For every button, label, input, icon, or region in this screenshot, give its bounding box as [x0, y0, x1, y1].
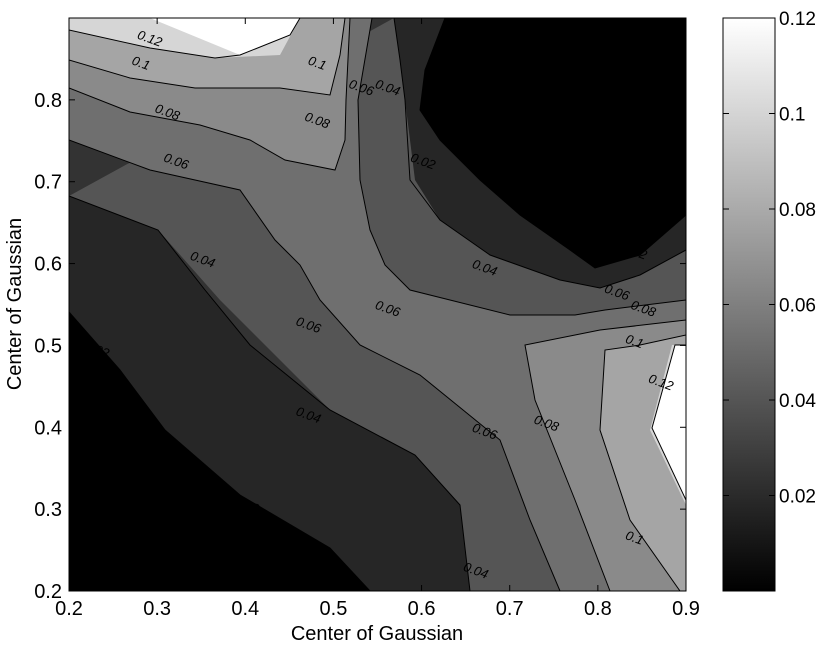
y-axis-label: Center of Gaussian: [4, 218, 26, 390]
contour-line-0.1-left: [69, 18, 346, 96]
contour-label: 0.1: [306, 53, 328, 73]
x-tick-label: 0.9: [672, 598, 700, 620]
colorbar-tick-label: 0.12: [779, 9, 816, 30]
x-axis-label: Center of Gaussian: [291, 623, 463, 645]
x-tick-label: 0.5: [320, 598, 348, 620]
contour-line-0.02-tr: [419, 18, 686, 269]
contour-line-0.1-right: [599, 334, 686, 591]
y-axis-ticks: 0.2 0.3 0.4 0.5 0.6 0.7 0.8: [34, 90, 686, 603]
y-tick-label: 0.6: [34, 254, 62, 276]
x-tick-label: 0.6: [408, 598, 436, 620]
contour-lines: [69, 18, 686, 591]
contour-plot-area: 0.120.1 0.10.08 0.080.060.060.040.020.04 0.…: [69, 18, 686, 591]
colorbar-tick-label: 0.06: [779, 296, 816, 317]
y-tick-label: 0.4: [34, 417, 62, 439]
contour-line-0.06-left: [69, 139, 561, 591]
contour-line-0.08-left: [69, 18, 351, 171]
contour-line-0.08-right: [524, 319, 686, 591]
colorbar-tick-label: 0.04: [779, 391, 816, 412]
colorbar-gradient: [722, 17, 776, 592]
x-tick-label: 0.8: [584, 598, 612, 620]
contour-line-0.04-bl: [69, 195, 471, 591]
contour-label: 0.1: [624, 528, 646, 548]
band-fill-lowest-tr: [420, 18, 686, 268]
contour-line-0.06-right: [357, 18, 686, 316]
band-fill-0.02-0.04-tr: [394, 18, 686, 288]
colorbar-tick-label: 0.02: [779, 487, 816, 508]
x-tick-label: 0.4: [231, 598, 259, 620]
x-axis-ticks: 0.2 0.3 0.4 0.5 0.6 0.7 0.8 0.9: [55, 18, 700, 620]
x-tick-label: 0.7: [496, 598, 524, 620]
contour-label: 0.1: [130, 53, 152, 73]
contour-label: 0.1: [624, 331, 646, 351]
contour-line-0.12-left: [69, 18, 301, 59]
x-tick-label: 0.3: [143, 598, 171, 620]
plot-frame: [68, 17, 687, 592]
x-tick-label: 0.2: [55, 598, 83, 620]
colorbar-tick-label: 0.08: [779, 200, 816, 221]
band-fill-0.02-0.04-bl: [69, 196, 470, 591]
contour-line-0.02-bl: [69, 311, 371, 591]
colorbar-ticks: 0.02 0.04 0.06 0.08 0.1 0.12: [723, 9, 816, 508]
contour-labels: 0.120.1 0.10.08 0.080.060.060.040.020.04 0.…: [83, 27, 677, 582]
y-tick-label: 0.7: [34, 172, 62, 194]
y-tick-label: 0.3: [34, 499, 62, 521]
y-tick-label: 0.2: [34, 581, 62, 603]
contour-line-0.04-tr: [393, 18, 686, 289]
colorbar-tick-label: 0.1: [779, 105, 805, 126]
band-fill-lowest-bl: [69, 312, 370, 591]
colorbar: 0.02 0.04 0.06 0.08 0.1 0.12: [722, 9, 816, 592]
band-fill-0.06: [69, 18, 686, 591]
y-tick-label: 0.8: [34, 90, 62, 112]
band-fill-0.1: [69, 18, 686, 591]
y-tick-label: 0.5: [34, 335, 62, 357]
